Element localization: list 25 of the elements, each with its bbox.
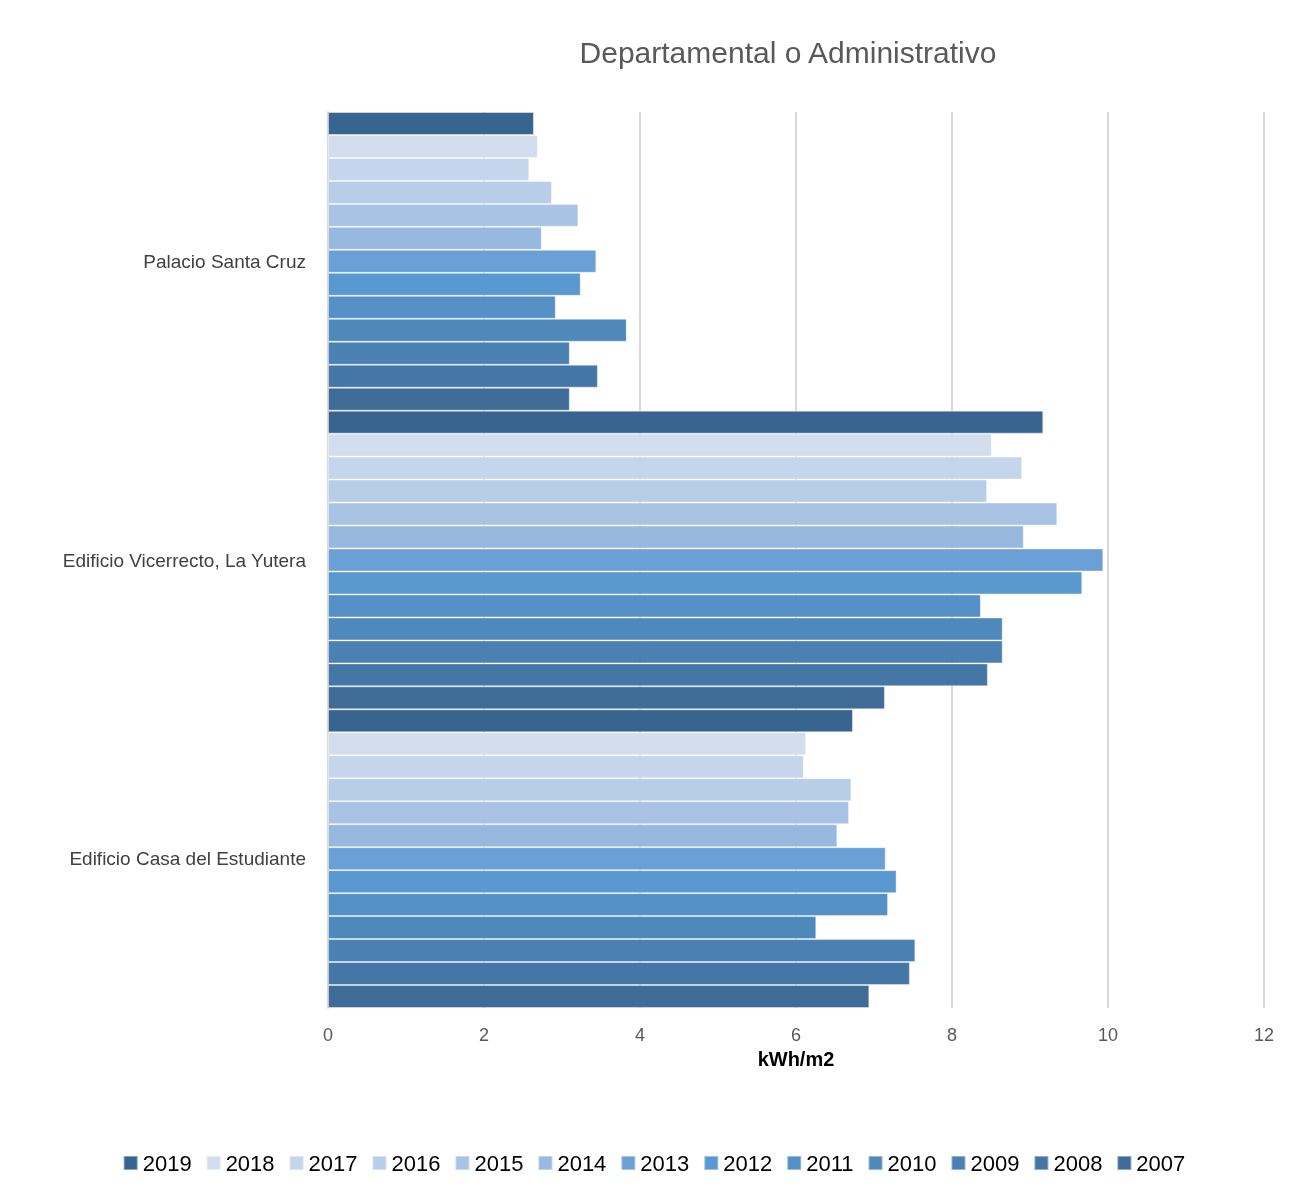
x-axis-title: kWh/m2 <box>757 1047 835 1070</box>
legend-label: 2010 <box>887 1150 937 1176</box>
legend-label: 2017 <box>308 1150 358 1176</box>
legend-label: 2015 <box>474 1150 524 1176</box>
chart-title: Departamental o Administrativo <box>579 35 997 69</box>
legend-label: 2018 <box>225 1150 275 1176</box>
legend-label: 2007 <box>1136 1150 1186 1176</box>
x-tick-label: 12 <box>1253 1025 1275 1045</box>
x-tick-label: 8 <box>946 1025 958 1045</box>
legend-label: 2012 <box>723 1150 773 1176</box>
legend-label: 2019 <box>142 1150 192 1176</box>
x-tick-label: 0 <box>322 1025 334 1045</box>
legend-label: 2009 <box>970 1150 1020 1176</box>
legend-label: 2016 <box>391 1150 441 1176</box>
x-tick-label: 6 <box>790 1025 802 1045</box>
legend-label: 2011 <box>806 1150 854 1176</box>
x-tick-label: 4 <box>634 1025 646 1045</box>
y-tick-label: Edificio Vicerrecto, La Yutera <box>62 549 307 571</box>
y-tick-label: Palacio Santa Cruz <box>143 250 306 272</box>
y-tick-label: Edificio Casa del Estudiante <box>69 848 306 870</box>
legend-label: 2014 <box>557 1150 607 1176</box>
legend-label: 2013 <box>640 1150 690 1176</box>
x-tick-label: 10 <box>1097 1025 1119 1045</box>
x-tick-label: 2 <box>478 1025 490 1045</box>
legend-label: 2008 <box>1053 1150 1103 1176</box>
